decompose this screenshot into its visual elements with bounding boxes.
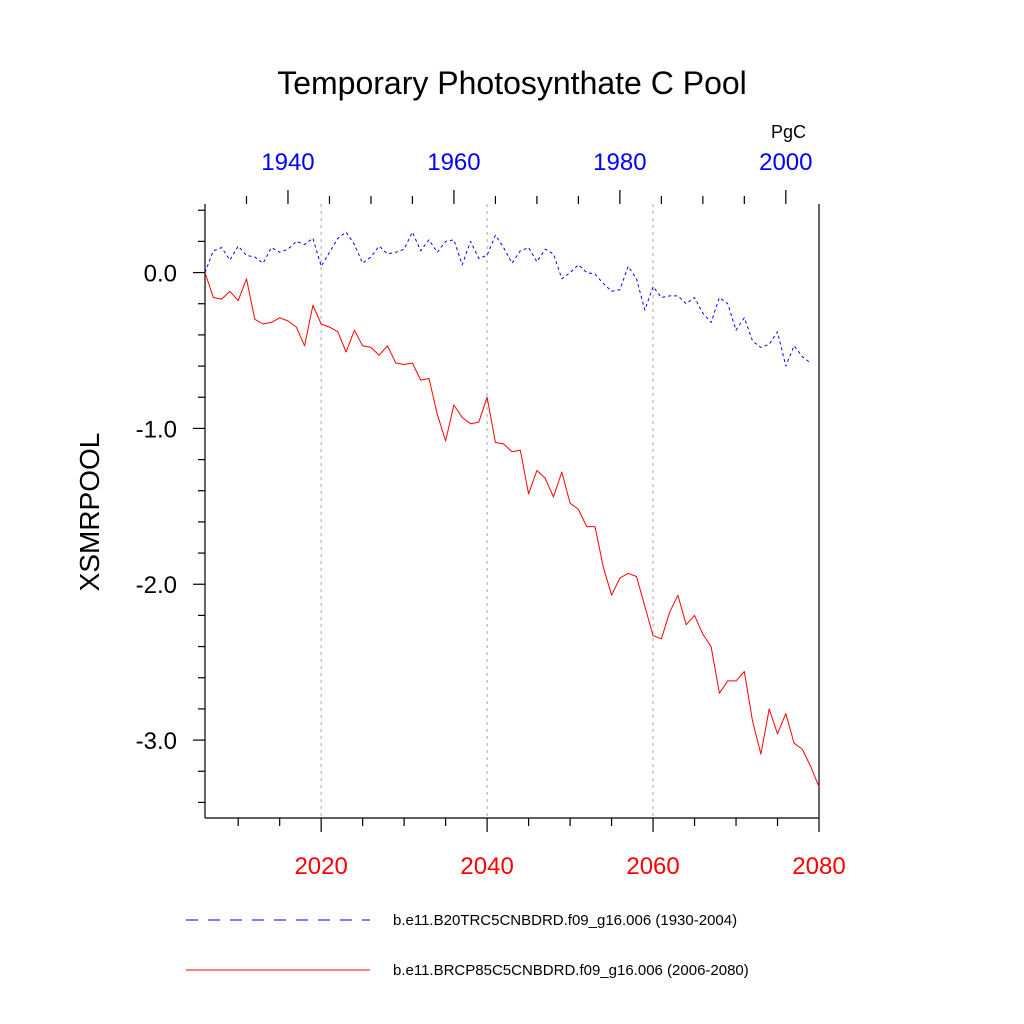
x-bottom-tick-label: 2080 — [792, 853, 845, 880]
units-label: PgC — [771, 122, 806, 142]
legend-label-historical: b.e11.B20TRC5CNBDRD.f09_g16.006 (1930-20… — [393, 912, 737, 929]
legend: b.e11.B20TRC5CNBDRD.f09_g16.006 (1930-20… — [186, 912, 749, 979]
series-line-future — [204, 272, 820, 787]
y-tick-label: -2.0 — [136, 572, 177, 599]
y-axis-label: XSMRPOOL — [74, 433, 105, 592]
legend-label-future: b.e11.BRCP85C5CNBDRD.f09_g16.006 (2006-2… — [393, 962, 749, 979]
x-top-tick-label: 1980 — [593, 149, 646, 176]
grid-lines — [320, 204, 654, 818]
series-line-historical — [204, 231, 812, 367]
y-tick-label: -1.0 — [136, 416, 177, 443]
x-top-tick-label: 1960 — [427, 149, 480, 176]
y-tick-label: -3.0 — [136, 728, 177, 755]
x-bottom-tick-label: 2060 — [626, 853, 679, 880]
x-bottom-tick-label: 2020 — [294, 853, 347, 880]
plot-frame — [204, 204, 820, 819]
chart-title: Temporary Photosynthate C Pool — [277, 65, 747, 101]
x-bottom-tick-label: 2040 — [460, 853, 513, 880]
series-lines — [204, 231, 820, 787]
x-top-tick-label: 2000 — [759, 149, 812, 176]
x-top-tick-label: 1940 — [261, 149, 314, 176]
axis-tick-labels: 0.0 -1.0 -2.0 -3.0 2020 2040 2060 2080 1940 1960 1… — [136, 149, 846, 880]
y-tick-label: 0.0 — [144, 261, 177, 288]
axis-ticks — [193, 190, 820, 832]
